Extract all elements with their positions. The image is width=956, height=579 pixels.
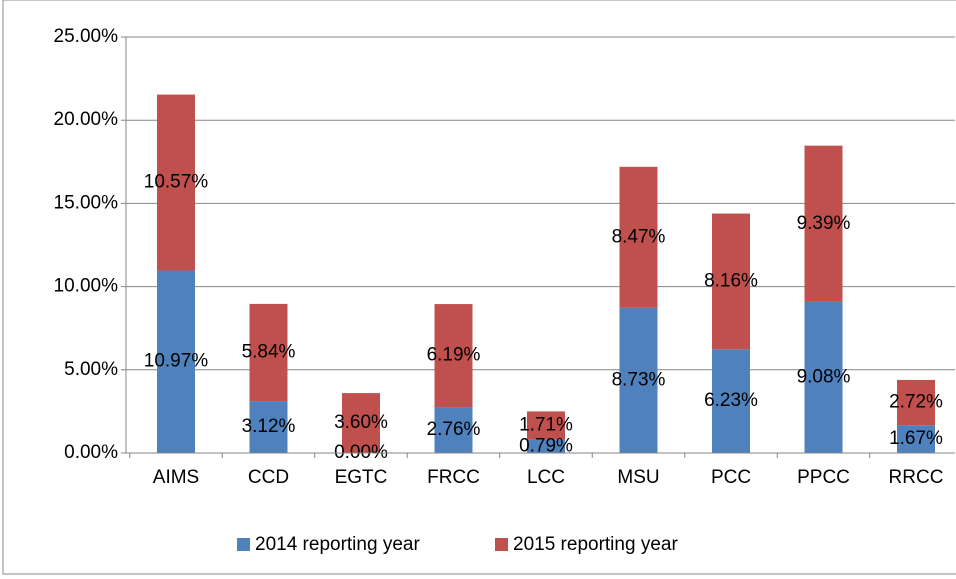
data-label: 8.73%: [612, 369, 666, 390]
legend-swatch: [495, 538, 508, 551]
data-label: 3.12%: [242, 416, 296, 437]
bar-segment: [804, 301, 843, 453]
data-label: 10.57%: [144, 172, 209, 193]
bar-segment: [342, 393, 380, 453]
y-tick-label: 15.00%: [54, 192, 119, 213]
data-label: 3.60%: [334, 412, 388, 433]
bar-segment: [434, 407, 473, 453]
data-label: 10.97%: [144, 351, 209, 372]
bar-segment: [897, 379, 935, 426]
x-tick-label: EGTC: [335, 467, 388, 488]
bar-segment: [527, 439, 565, 453]
y-tick-label: 5.00%: [64, 359, 118, 380]
bar-segment: [619, 307, 658, 453]
x-tick-label: LCC: [527, 467, 565, 488]
y-tick-label: 10.00%: [54, 276, 119, 297]
legend-label: 2015 reporting year: [513, 534, 678, 555]
y-tick-label: 20.00%: [54, 109, 119, 130]
bar-segment: [249, 401, 288, 453]
x-tick-label: CCD: [248, 467, 289, 488]
legend-swatch: [237, 538, 250, 551]
data-label: 6.19%: [427, 345, 481, 366]
data-label: 6.23%: [704, 390, 758, 411]
bar-segment: [712, 213, 750, 350]
data-label: 1.67%: [889, 428, 943, 449]
bar-segment: [249, 303, 288, 402]
data-label: 9.39%: [797, 213, 851, 234]
y-tick-label: 0.00%: [64, 442, 118, 463]
bar-segment: [434, 304, 473, 408]
data-label: 8.47%: [612, 226, 666, 247]
bar-segment: [712, 349, 750, 453]
x-tick-label: FRCC: [427, 467, 480, 488]
bar-segment: [804, 145, 843, 302]
legend-label: 2014 reporting year: [255, 534, 420, 555]
bar-segment: [527, 411, 565, 440]
data-label: 9.08%: [797, 366, 851, 387]
x-tick-label: MSU: [617, 467, 659, 488]
x-tick-label: PCC: [711, 467, 751, 488]
x-tick-label: AIMS: [153, 467, 199, 488]
data-label: 8.16%: [704, 270, 758, 291]
data-label: 2.72%: [889, 392, 943, 413]
bar-segment: [157, 270, 195, 453]
data-label: 5.84%: [242, 342, 296, 363]
data-label: 0.79%: [519, 435, 573, 456]
bar-segment: [897, 425, 935, 453]
x-tick-label: RRCC: [889, 467, 944, 488]
x-tick-label: PPCC: [797, 467, 850, 488]
y-tick-label: 25.00%: [54, 26, 119, 47]
data-label: 2.76%: [427, 419, 481, 440]
bar-segment: [157, 94, 195, 271]
data-label: 1.71%: [519, 415, 573, 436]
bar-segment: [619, 166, 658, 308]
